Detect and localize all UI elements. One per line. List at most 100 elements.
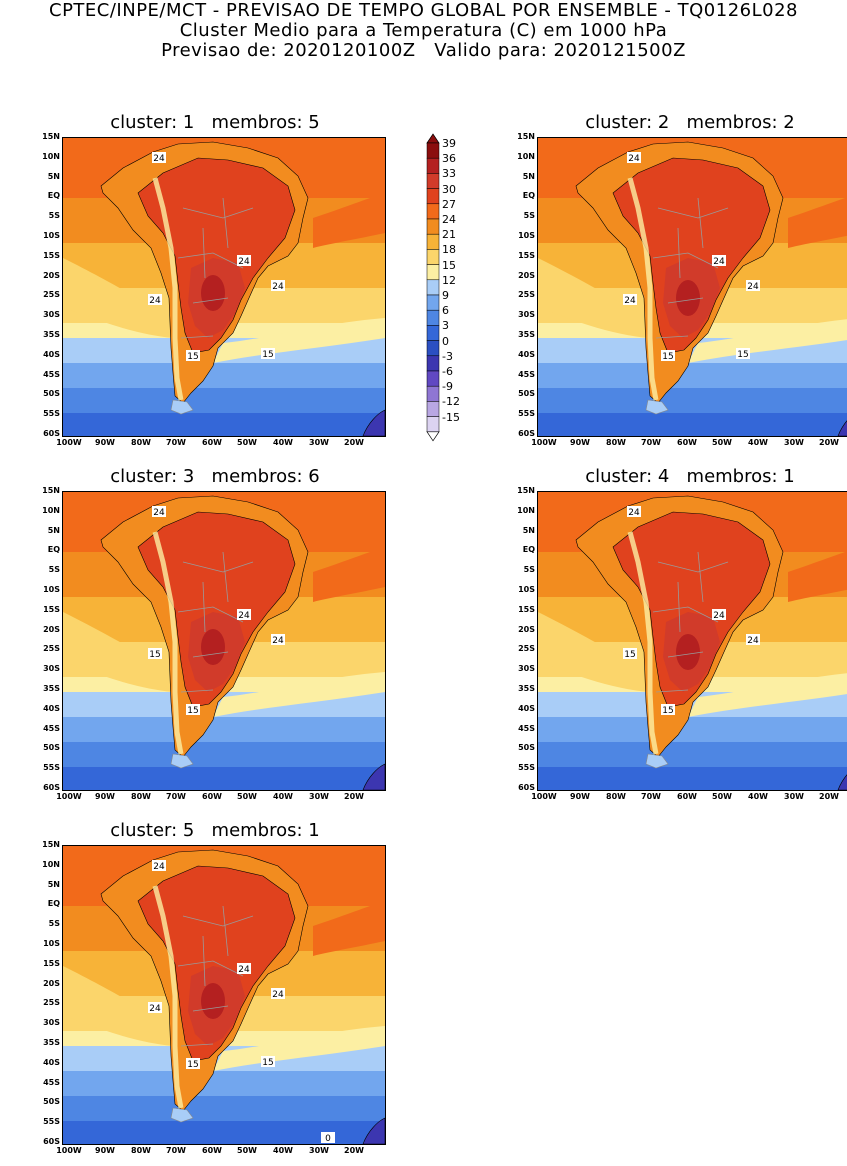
contour-label: 24 bbox=[623, 294, 637, 306]
panel-title: cluster: 1 membros: 5 bbox=[110, 112, 320, 133]
lat-tick-label: 30S bbox=[43, 664, 60, 674]
lon-tick-label: 60W bbox=[202, 792, 222, 801]
lon-tick-label: 40W bbox=[748, 438, 768, 447]
lat-tick-label: 55S bbox=[43, 763, 60, 773]
map-panel-cluster-4: cluster: 4 membros: 1 24 24 24 15 15 15N 10N 5N E… bbox=[510, 467, 847, 812]
svg-text:24: 24 bbox=[272, 282, 284, 292]
lon-tick-label: 40W bbox=[273, 1146, 293, 1155]
lat-tick-label: 10N bbox=[42, 859, 60, 869]
contour-label: 24 bbox=[237, 963, 251, 975]
colorbar-level-label: 27 bbox=[442, 197, 456, 211]
contour-label: 24 bbox=[237, 609, 251, 621]
lon-tick-label: 70W bbox=[641, 792, 661, 801]
svg-text:24: 24 bbox=[713, 257, 725, 267]
lat-tick-label: 15S bbox=[43, 958, 60, 968]
svg-text:15: 15 bbox=[187, 352, 198, 362]
main-title-line-3: Previsao de: 2020120100Z Valido para: 20… bbox=[161, 40, 686, 61]
lat-tick-label: 50S bbox=[43, 743, 60, 753]
lon-tick-label: 80W bbox=[131, 792, 151, 801]
svg-text:24: 24 bbox=[153, 154, 165, 164]
lon-tick-label: 70W bbox=[166, 792, 186, 801]
temperature-map: 24 24 24 24 15 15 bbox=[62, 137, 386, 437]
lat-tick-label: 5N bbox=[522, 525, 535, 535]
lat-tick-label: 20S bbox=[43, 270, 60, 280]
lon-tick-label: 50W bbox=[712, 438, 732, 447]
contour-label: 15 bbox=[186, 704, 200, 716]
svg-text:24: 24 bbox=[624, 296, 636, 306]
lat-tick-label: 35S bbox=[43, 1038, 60, 1047]
lat-tick-label: 60S bbox=[518, 429, 535, 438]
lat-tick-label: 10N bbox=[517, 505, 535, 515]
lon-tick-label: 90W bbox=[95, 438, 115, 447]
lat-tick-label: 10S bbox=[43, 939, 60, 948]
temperature-map: 24 24 24 24 15 15 0 bbox=[62, 845, 386, 1145]
lat-tick-label: 55S bbox=[518, 763, 535, 773]
svg-text:15: 15 bbox=[149, 650, 160, 660]
contour-label: 15 bbox=[186, 350, 200, 362]
map-panel-cluster-2: cluster: 2 membros: 2 24 24 24 24 15 15 15N 10N 5… bbox=[510, 113, 847, 458]
lat-tick-label: 20S bbox=[43, 978, 60, 988]
contour-label: 24 bbox=[152, 506, 166, 518]
svg-text:24: 24 bbox=[153, 862, 165, 872]
colorbar-swatch bbox=[426, 173, 440, 189]
lat-tick-label: 5S bbox=[523, 211, 535, 221]
lon-tick-label: 70W bbox=[166, 1146, 186, 1155]
temperature-map: 24 24 24 24 15 15 bbox=[537, 137, 847, 437]
lat-tick-label: 55S bbox=[518, 409, 535, 419]
svg-text:24: 24 bbox=[272, 636, 284, 646]
svg-text:24: 24 bbox=[238, 257, 250, 267]
lon-tick-label: 90W bbox=[570, 792, 590, 801]
lon-tick-label: 70W bbox=[166, 438, 186, 447]
colorbar-level-label: 18 bbox=[442, 243, 456, 257]
lat-tick-label: 15N bbox=[42, 132, 60, 141]
lat-tick-label: 25S bbox=[43, 998, 60, 1008]
lon-tick-label: 20W bbox=[819, 438, 839, 447]
lat-tick-label: 35S bbox=[43, 330, 60, 339]
lat-tick-label: 60S bbox=[43, 1137, 60, 1146]
svg-text:15: 15 bbox=[187, 1060, 198, 1070]
colorbar-level-label: 33 bbox=[442, 167, 456, 181]
lat-tick-label: 35S bbox=[43, 684, 60, 693]
lat-tick-label: 5S bbox=[48, 565, 60, 575]
lat-tick-label: 10N bbox=[42, 505, 60, 515]
contour-label: 15 bbox=[661, 704, 675, 716]
colorbar-level-label: -12 bbox=[442, 395, 460, 409]
lat-tick-label: EQ bbox=[47, 545, 60, 555]
svg-text:24: 24 bbox=[713, 611, 725, 621]
contour-label: 24 bbox=[148, 1002, 162, 1014]
lat-tick-label: 40S bbox=[43, 703, 60, 713]
lon-tick-label: 30W bbox=[784, 438, 804, 447]
colorbar-level-label: 12 bbox=[442, 273, 456, 287]
svg-text:24: 24 bbox=[149, 296, 161, 306]
lon-tick-label: 20W bbox=[344, 792, 364, 801]
colorbar-swatch bbox=[426, 294, 440, 311]
colorbar-level-label: 6 bbox=[442, 304, 449, 318]
lat-tick-label: 45S bbox=[43, 369, 60, 379]
lon-tick-label: 80W bbox=[131, 1146, 151, 1155]
lat-tick-label: 35S bbox=[518, 330, 535, 339]
lat-tick-label: EQ bbox=[522, 191, 535, 201]
lon-tick-label: 100W bbox=[531, 438, 557, 447]
colorbar-level-label: 39 bbox=[442, 137, 456, 150]
lat-tick-label: 15N bbox=[42, 486, 60, 495]
svg-text:15: 15 bbox=[737, 350, 748, 360]
lon-tick-label: 50W bbox=[237, 1146, 257, 1155]
svg-text:24: 24 bbox=[272, 990, 284, 1000]
lat-tick-label: 20S bbox=[518, 624, 535, 634]
svg-text:15: 15 bbox=[262, 1058, 273, 1068]
lat-tick-label: 55S bbox=[43, 409, 60, 419]
lon-tick-label: 60W bbox=[202, 1146, 222, 1155]
svg-text:24: 24 bbox=[238, 965, 250, 975]
svg-text:15: 15 bbox=[624, 650, 635, 660]
contour-label: 15 bbox=[261, 1056, 275, 1068]
colorbar-swatch bbox=[426, 233, 440, 250]
lat-tick-label: 15N bbox=[517, 486, 535, 495]
svg-text:24: 24 bbox=[747, 636, 759, 646]
lat-tick-label: 20S bbox=[43, 624, 60, 634]
lon-tick-label: 30W bbox=[309, 1146, 329, 1155]
contour-label: 24 bbox=[152, 152, 166, 164]
contour-label: 24 bbox=[712, 609, 726, 621]
lon-tick-label: 80W bbox=[606, 438, 626, 447]
lon-tick-label: 40W bbox=[273, 792, 293, 801]
colorbar-swatch bbox=[426, 264, 440, 281]
